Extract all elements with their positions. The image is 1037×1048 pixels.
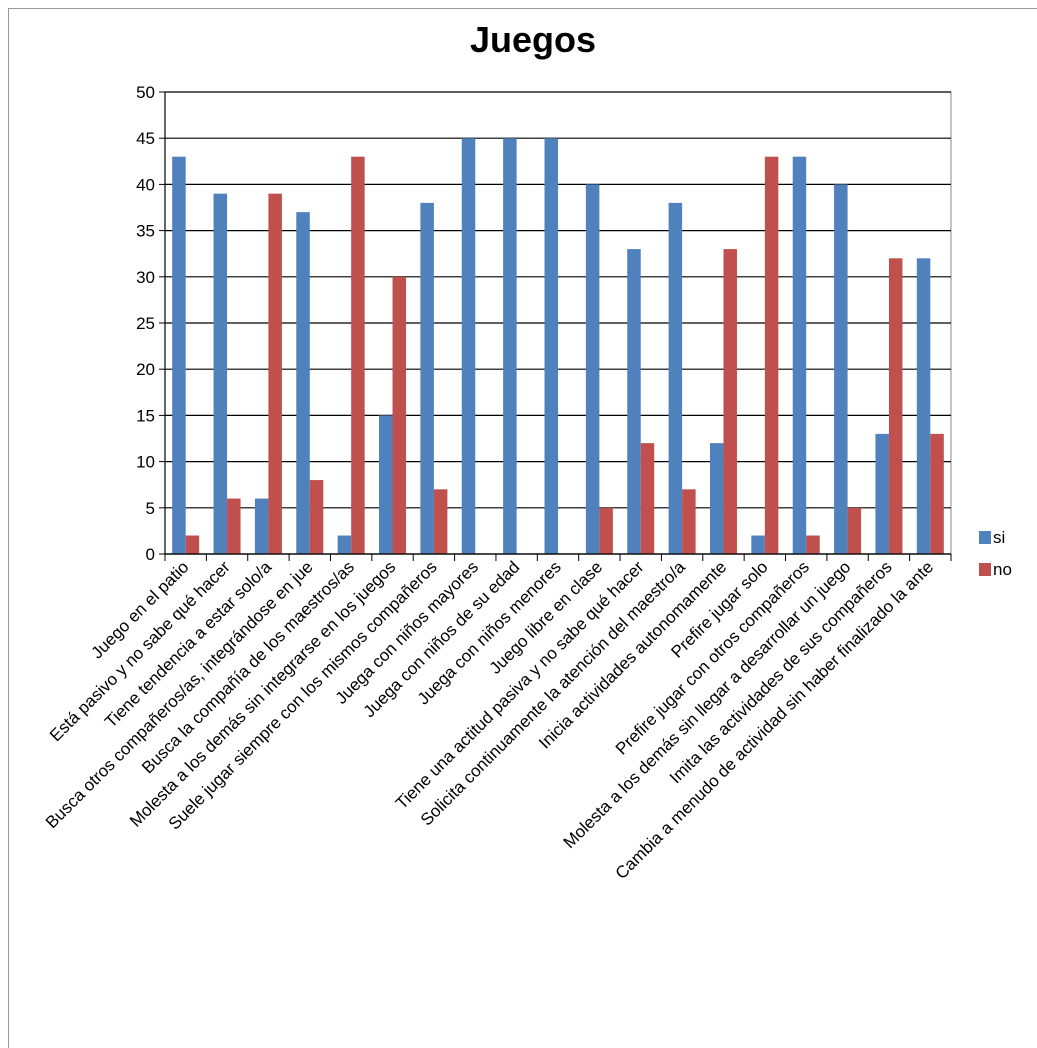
y-tick-label: 15	[136, 406, 155, 425]
y-tick-label: 25	[136, 314, 155, 333]
bar-no	[227, 498, 241, 554]
legend-swatch-no	[979, 563, 991, 576]
y-tick-label: 0	[146, 545, 155, 564]
bar-si	[379, 415, 393, 554]
bar-no	[309, 480, 324, 554]
bar-si	[420, 202, 434, 554]
y-tick-label: 20	[136, 360, 155, 379]
bar-no	[930, 433, 944, 554]
bar-si	[916, 258, 931, 554]
bar-si	[585, 184, 600, 554]
y-tick-label: 50	[136, 83, 155, 102]
bar-no	[723, 249, 737, 554]
bar-no	[847, 507, 862, 554]
legend-label-si: si	[993, 528, 1005, 547]
bar-si	[544, 138, 558, 554]
bars	[172, 138, 944, 554]
bar-no	[640, 443, 655, 554]
bar-si	[503, 138, 517, 554]
chart-title: Juegos	[470, 19, 596, 60]
bar-si	[254, 498, 269, 554]
chart-frame	[8, 8, 1037, 1048]
legend-label-no: no	[993, 560, 1012, 579]
legend: si no	[979, 528, 1012, 579]
bar-no	[185, 535, 200, 554]
y-tick-label: 35	[136, 222, 155, 241]
y-tick-label: 5	[146, 499, 155, 518]
bar-no	[433, 489, 448, 554]
y-tick-label: 45	[136, 129, 155, 148]
bar-si	[751, 535, 765, 554]
bar-no	[268, 193, 282, 554]
bar-no	[392, 276, 407, 554]
bar-no	[682, 489, 696, 554]
bar-si	[461, 138, 476, 554]
bar-si	[709, 443, 724, 554]
bar-no	[351, 156, 365, 554]
bar-si	[172, 156, 186, 554]
y-tick-label: 10	[136, 453, 155, 472]
bar-si	[337, 535, 352, 554]
bar-si	[213, 193, 228, 554]
y-tick-label: 30	[136, 268, 155, 287]
bar-si	[834, 184, 848, 554]
y-tick-label: 40	[136, 175, 155, 194]
bar-si	[792, 156, 807, 554]
bar-si	[668, 202, 683, 554]
bar-no	[806, 535, 820, 554]
bar-no	[764, 156, 779, 554]
bar-no	[599, 507, 613, 554]
legend-swatch-si	[979, 531, 991, 544]
bar-si	[875, 433, 889, 554]
bar-si	[627, 249, 641, 554]
bar-no	[888, 258, 903, 554]
bar-si	[296, 212, 310, 554]
